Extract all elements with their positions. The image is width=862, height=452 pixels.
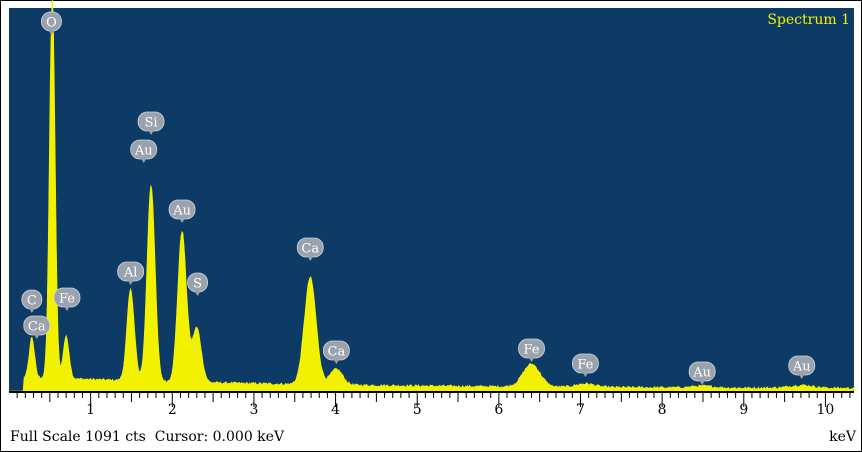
element-marker-ca: Ca xyxy=(296,237,324,261)
element-marker-label: Si xyxy=(145,116,158,131)
element-marker-label: Al xyxy=(123,266,138,281)
element-marker-s: S xyxy=(187,272,208,296)
x-axis-unit: keV xyxy=(829,429,856,445)
plot-background xyxy=(9,8,854,391)
element-marker-label: Ca xyxy=(28,320,46,335)
element-marker-fe: Fe xyxy=(518,338,545,362)
status-full-scale-cursor: Full Scale 1091 cts Cursor: 0.000 keV xyxy=(10,429,285,445)
x-tick-label-7: 7 xyxy=(576,402,585,418)
spectrum-layer xyxy=(9,0,855,392)
element-marker-c: C xyxy=(21,289,43,313)
element-marker-au: Au xyxy=(788,355,816,379)
x-tick-label-1: 1 xyxy=(86,402,95,418)
element-marker-ca: Ca xyxy=(322,340,350,364)
element-marker-label: C xyxy=(27,294,37,309)
element-marker-label: Au xyxy=(792,360,811,375)
x-tick-label-3: 3 xyxy=(249,402,258,418)
element-marker-label: S xyxy=(193,277,202,292)
x-tick-label-6: 6 xyxy=(494,402,503,418)
element-marker-label: O xyxy=(46,16,57,31)
element-marker-fe: Fe xyxy=(53,287,81,311)
element-marker-o: O xyxy=(41,11,62,35)
chart-title: Spectrum 1 xyxy=(767,12,850,28)
element-marker-label: Fe xyxy=(524,343,540,358)
element-marker-au: Au xyxy=(130,139,158,163)
element-marker-label: Ca xyxy=(328,345,346,360)
element-markers: O Si Au Au Al S Ca C Fe Ca Ca Fe Fe Au Au xyxy=(21,11,816,385)
element-marker-fe: Fe xyxy=(571,353,599,377)
element-marker-label: Ca xyxy=(301,242,319,257)
x-tick-label-5: 5 xyxy=(413,402,422,418)
element-marker-label: Fe xyxy=(59,292,75,307)
x-tick-label-2: 2 xyxy=(168,402,177,418)
element-marker-au: Au xyxy=(168,199,196,223)
x-tick-label-4: 4 xyxy=(331,402,340,418)
x-tick-label-8: 8 xyxy=(658,402,667,418)
element-marker-si: Si xyxy=(137,111,165,135)
element-marker-al: Al xyxy=(117,261,145,285)
spectrum-area xyxy=(9,0,855,392)
x-axis-ticks: 1 2 3 4 5 6 7 8 9 10 xyxy=(16,393,851,418)
element-marker-au: Au xyxy=(688,361,716,385)
element-marker-label: Au xyxy=(172,204,191,219)
x-tick-label-10: 10 xyxy=(817,402,835,418)
x-tick-label-9: 9 xyxy=(739,402,748,418)
element-marker-label: Au xyxy=(692,366,711,381)
element-marker-label: Fe xyxy=(577,358,593,373)
element-marker-label: Au xyxy=(134,144,153,159)
element-marker-ca: Ca xyxy=(23,315,51,339)
